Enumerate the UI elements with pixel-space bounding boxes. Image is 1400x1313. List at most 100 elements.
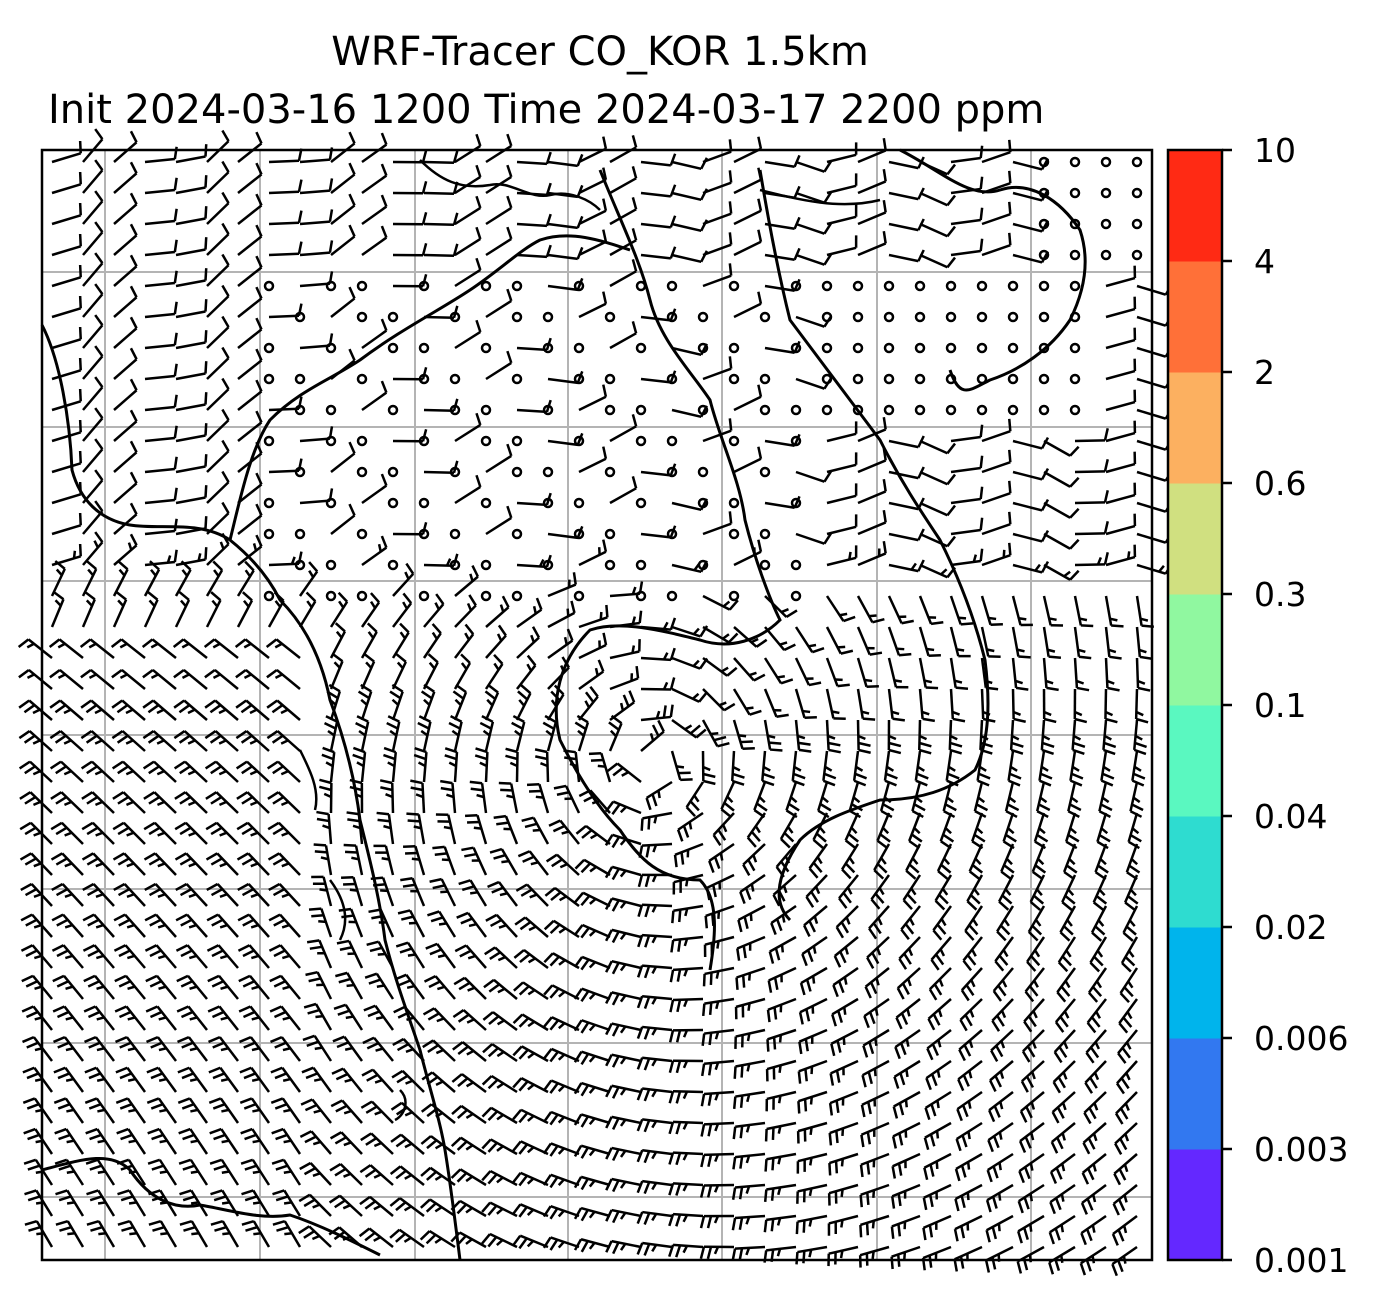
wind-barb [335, 971, 364, 1000]
wind-barb [236, 591, 254, 628]
wind-barb [1129, 781, 1144, 818]
wind-barb [52, 1005, 84, 1031]
wind-barb [456, 911, 488, 938]
wind-barb [205, 560, 224, 597]
wind-barb [175, 423, 208, 443]
coastline-border [419, 159, 881, 211]
wind-calm-marker [790, 342, 802, 354]
wind-barb [919, 439, 957, 455]
wind-barb [82, 190, 104, 225]
wind-barb [206, 315, 230, 349]
wind-barb [669, 966, 704, 983]
wind-barb [825, 688, 846, 720]
wind-barb [670, 935, 704, 953]
wind-barb [175, 547, 208, 567]
wind-barb [1064, 812, 1080, 850]
wind-barb [968, 843, 984, 880]
wind-barb [360, 1132, 394, 1155]
wind-barb [671, 656, 709, 670]
wind-barb [936, 843, 953, 880]
wind-barb [950, 455, 984, 474]
wind-barb [237, 193, 263, 225]
wind-barb [239, 1035, 270, 1062]
wind-barb [637, 933, 673, 948]
wind-barb [866, 936, 890, 969]
wind-barb [469, 780, 488, 814]
wind-calm-marker [511, 311, 523, 323]
wind-barb [636, 1210, 673, 1225]
wind-barb [50, 821, 84, 845]
wind-barb [85, 1158, 116, 1186]
wind-barb [981, 418, 1012, 443]
wind-barb [270, 1035, 301, 1062]
wind-barb [1073, 688, 1088, 724]
wind-calm-marker [325, 280, 337, 292]
wind-barb [237, 410, 263, 442]
wind-barb [1115, 1060, 1138, 1095]
wind-barb [18, 699, 53, 721]
wind-barb [542, 1173, 580, 1189]
wind-barb [362, 1036, 394, 1062]
wind-barb [987, 1121, 1014, 1153]
wind-barb [144, 456, 178, 474]
wind-barb [112, 560, 129, 597]
wind-barb [485, 913, 518, 938]
wind-barb [511, 1171, 549, 1187]
wind-calm-marker [263, 590, 275, 602]
wind-calm-marker [1069, 342, 1081, 354]
wind-barb [795, 1245, 828, 1265]
wind-barb [766, 1028, 797, 1052]
wind-barb [321, 746, 336, 783]
wind-barb [805, 874, 828, 908]
wind-barb [704, 904, 735, 929]
wind-calm-marker [387, 466, 399, 478]
wind-calm-marker [759, 559, 771, 571]
wind-barb [670, 750, 693, 782]
wind-barb [175, 206, 208, 226]
wind-barb [1038, 750, 1053, 787]
wind-barb [573, 1081, 611, 1097]
wind-barb [511, 1203, 549, 1218]
wind-barb [51, 326, 82, 350]
wind-calm-marker [759, 311, 771, 323]
wind-barb [207, 974, 239, 1000]
wind-barb [955, 1121, 983, 1152]
wind-barb [702, 418, 733, 443]
wind-barb [950, 548, 984, 567]
wind-barb [300, 1098, 332, 1124]
wind-calm-marker [852, 342, 864, 354]
wind-barb [505, 747, 519, 783]
wind-barb [267, 791, 301, 814]
wind-calm-marker [666, 373, 678, 385]
wind-barb [796, 1121, 828, 1144]
wind-barb [114, 1005, 146, 1031]
wind-barb [604, 800, 642, 815]
wind-barb [420, 683, 436, 721]
wind-barb [329, 1162, 363, 1186]
wind-calm-marker [759, 373, 771, 385]
wind-barb [237, 162, 263, 194]
wind-calm-marker [356, 466, 368, 478]
wind-barb [1042, 595, 1064, 627]
wind-barb [481, 1138, 518, 1156]
wind-barb [833, 936, 859, 968]
wind-barb [84, 1035, 115, 1062]
wind-barb [113, 285, 138, 318]
wind-barb [1104, 688, 1118, 724]
wind-barb [17, 638, 53, 659]
wind-barb [888, 559, 925, 573]
wind-barb [361, 194, 388, 226]
wind-barb [890, 1214, 921, 1239]
wind-barb [50, 852, 84, 876]
wind-barb [902, 874, 922, 911]
wind-barb [702, 625, 739, 644]
wind-barb [176, 974, 208, 1000]
wind-barb [578, 229, 608, 257]
wind-barb [113, 316, 138, 349]
wind-calm-marker [387, 559, 399, 571]
wind-barb [336, 939, 364, 969]
wind-barb [237, 944, 270, 969]
wind-barb [51, 419, 82, 443]
wind-barb [981, 232, 1012, 257]
wind-calm-marker [697, 311, 709, 323]
